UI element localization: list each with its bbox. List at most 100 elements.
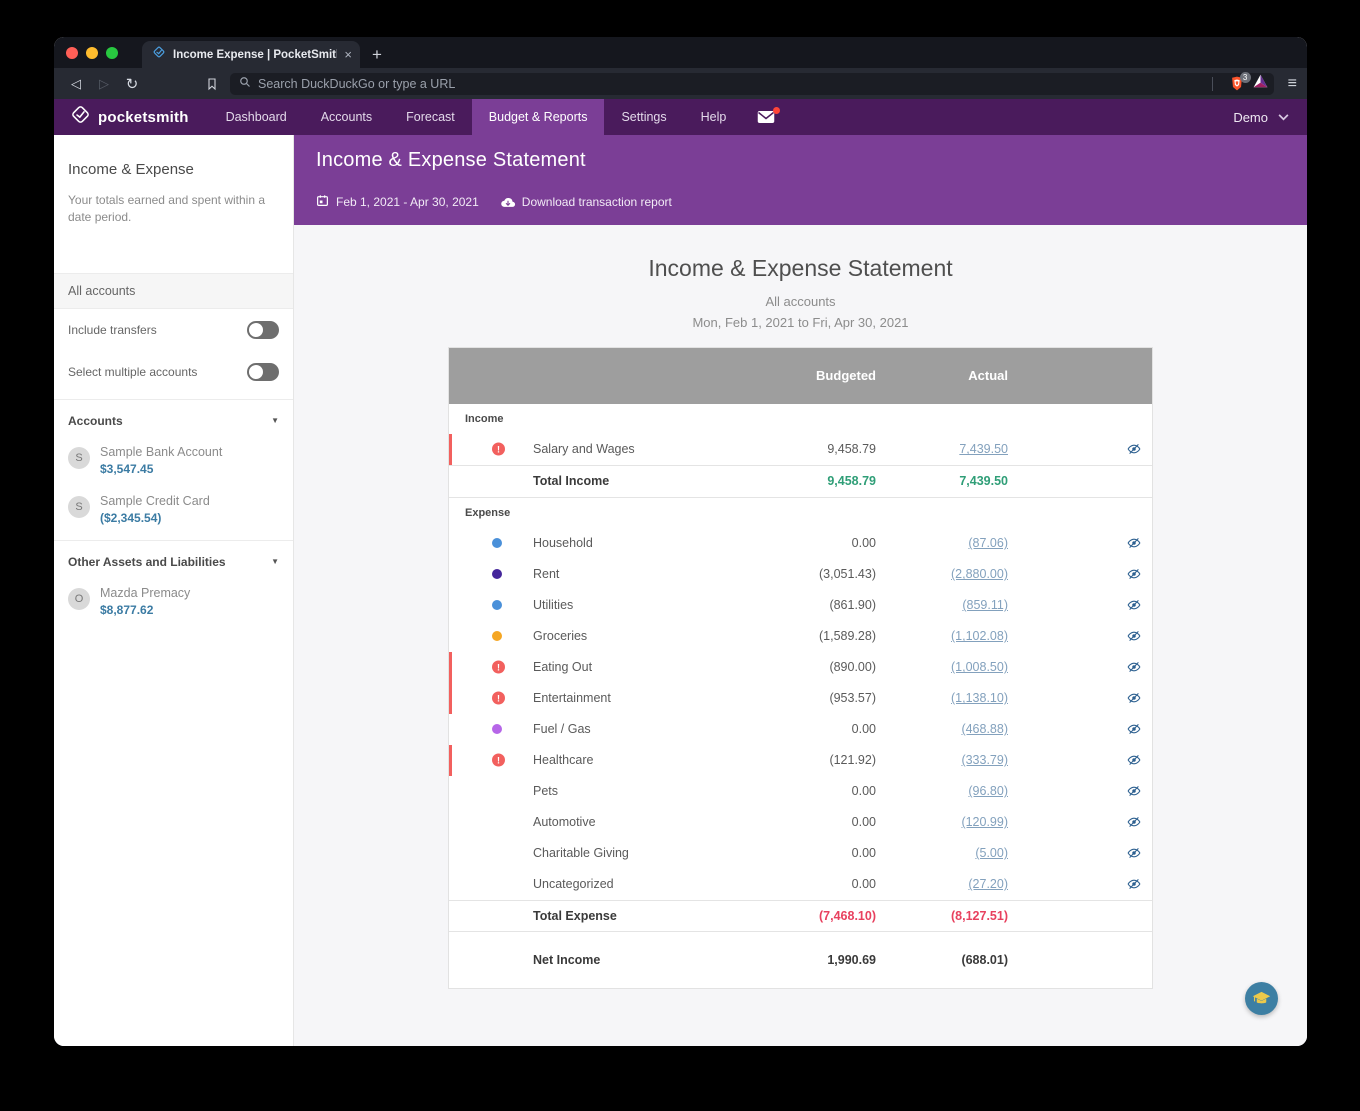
other-assets-section-title: Other Assets and Liabilities [68, 554, 226, 569]
actual-value-link[interactable]: (120.99) [961, 815, 1008, 830]
nav-item-dashboard[interactable]: Dashboard [225, 110, 287, 124]
sidebar-divider [54, 539, 293, 541]
nav-item-forecast[interactable]: Forecast [406, 110, 455, 124]
zoom-window-button[interactable] [106, 46, 118, 59]
actual-value-link[interactable]: (5.00) [975, 846, 1008, 861]
account-item-credit-card[interactable]: S Sample Credit Card ($2,345.54) [54, 485, 293, 534]
tab-close-icon[interactable]: × [344, 47, 352, 62]
budgeted-value: (953.57) [829, 691, 876, 706]
chevron-down-icon [1278, 113, 1289, 120]
actual-value-link[interactable]: (859.11) [962, 598, 1008, 613]
select-multiple-row: Select multiple accounts [54, 351, 293, 393]
hide-category-eye-icon[interactable] [1008, 846, 1152, 860]
close-window-button[interactable] [66, 46, 78, 59]
hide-category-eye-icon[interactable] [1008, 722, 1152, 736]
actual-value-link[interactable]: (27.20) [968, 877, 1008, 892]
date-range-picker[interactable]: Feb 1, 2021 - Apr 30, 2021 [336, 195, 479, 209]
category-name: Salary and Wages [533, 442, 635, 457]
inbox-button[interactable] [743, 99, 789, 135]
reload-icon[interactable]: ↻ [125, 75, 139, 93]
actual-value-link[interactable]: (96.80) [968, 784, 1008, 799]
account-item-mazda[interactable]: O Mazda Premacy $8,877.62 [54, 577, 293, 626]
brand-name: pocketsmith [98, 108, 189, 126]
browser-toolbar: ◁ ▷ ↻ Search DuckDuckGo or type a URL 3 … [54, 68, 1307, 99]
user-name: Demo [1233, 109, 1268, 125]
pocketsmith-brand[interactable]: pocketsmith [54, 99, 209, 135]
over-budget-alert-icon: ! [492, 660, 505, 674]
budgeted-value: (3,051.43) [819, 567, 876, 582]
brave-rewards-icon[interactable] [1253, 74, 1268, 93]
total-income-actual: 7,439.50 [959, 474, 1008, 489]
hide-category-eye-icon[interactable] [1008, 660, 1152, 674]
new-tab-button[interactable]: + [372, 45, 382, 64]
learn-help-button[interactable] [1245, 982, 1278, 1015]
category-name: Groceries [533, 629, 588, 644]
nav-item-settings[interactable]: Settings [621, 110, 667, 124]
url-separator [1211, 76, 1213, 91]
select-multiple-toggle[interactable] [247, 362, 279, 381]
brave-shield-icon[interactable]: 3 [1230, 72, 1251, 91]
table-row: Groceries (1,589.28) (1,102.08) [449, 621, 1152, 652]
download-report-link[interactable]: Download transaction report [500, 195, 672, 209]
back-icon[interactable]: ◁ [71, 75, 81, 91]
actual-value-link[interactable]: (333.79) [961, 753, 1008, 768]
forward-icon[interactable]: ▷ [99, 75, 109, 91]
actual-value-link[interactable]: (1,138.10) [951, 691, 1008, 706]
address-bar[interactable]: Search DuckDuckGo or type a URL 3 [230, 72, 1274, 95]
sidebar-divider [54, 398, 293, 400]
actual-value-link[interactable]: (2,880.00) [951, 567, 1008, 582]
budgeted-value: (890.00) [829, 660, 876, 675]
hide-category-eye-icon[interactable] [1008, 815, 1152, 829]
actual-value-link[interactable]: (468.88) [961, 722, 1008, 737]
budgeted-value: 0.00 [851, 846, 876, 861]
bookmark-icon[interactable] [206, 77, 218, 91]
browser-menu-icon[interactable]: ≡ [1287, 74, 1297, 92]
report-title: Income & Expense Statement [648, 255, 953, 281]
browser-tab[interactable]: Income Expense | PocketSmith × [142, 41, 360, 68]
other-assets-section-header[interactable]: Other Assets and Liabilities ▼ [54, 541, 293, 577]
category-dot-icon [492, 724, 502, 735]
nav-item-accounts[interactable]: Accounts [320, 110, 373, 124]
budgeted-value: 0.00 [851, 722, 876, 737]
table-row: Automotive 0.00 (120.99) [449, 807, 1152, 838]
column-actual: Actual [968, 368, 1008, 384]
budgeted-value: (1,589.28) [819, 629, 876, 644]
hide-category-eye-icon[interactable] [1008, 877, 1152, 891]
category-name: Entertainment [533, 691, 611, 706]
accounts-section-header[interactable]: Accounts ▼ [54, 400, 293, 436]
total-income-label: Total Income [533, 474, 610, 489]
account-item-bank[interactable]: S Sample Bank Account $3,547.45 [54, 436, 293, 485]
user-menu[interactable]: Demo [1215, 99, 1307, 135]
net-income-label: Net Income [533, 952, 601, 967]
all-accounts-selector[interactable]: All accounts [54, 272, 293, 309]
category-name: Utilities [533, 598, 574, 613]
hide-category-eye-icon[interactable] [1008, 753, 1152, 767]
hide-category-eye-icon[interactable] [1008, 536, 1152, 550]
tab-title: Income Expense | PocketSmith [173, 48, 338, 61]
actual-value-link[interactable]: (1,008.50) [951, 660, 1008, 675]
table-row: ! Salary and Wages 9,458.79 7,439.50 [449, 434, 1152, 466]
hide-category-eye-icon[interactable] [1008, 442, 1152, 456]
actual-value-link[interactable]: 7,439.50 [959, 442, 1008, 457]
minimize-window-button[interactable] [86, 46, 98, 59]
hide-category-eye-icon[interactable] [1008, 784, 1152, 798]
hide-category-eye-icon[interactable] [1008, 629, 1152, 643]
total-income-row: Total Income 9,458.79 7,439.50 [449, 466, 1152, 498]
category-name: Fuel / Gas [533, 722, 591, 737]
cloud-download-icon [501, 197, 515, 207]
hide-category-eye-icon[interactable] [1008, 598, 1152, 612]
actual-value-link[interactable]: (1,102.08) [951, 629, 1008, 644]
table-row: Fuel / Gas 0.00 (468.88) [449, 714, 1152, 745]
include-transfers-toggle[interactable] [247, 320, 279, 339]
nav-item-budget-reports[interactable]: Budget & Reports [471, 99, 605, 135]
account-name: Mazda Premacy [100, 585, 191, 600]
nav-item-help[interactable]: Help [700, 110, 727, 124]
actual-value-link[interactable]: (87.06) [968, 536, 1008, 551]
account-balance: $3,547.45 [100, 461, 154, 476]
search-icon [239, 75, 251, 93]
hide-category-eye-icon[interactable] [1008, 567, 1152, 581]
total-income-budgeted: 9,458.79 [827, 474, 876, 489]
budgeted-value: 9,458.79 [827, 442, 876, 457]
report-content: Income & Expense Statement All accounts … [294, 225, 1307, 1046]
hide-category-eye-icon[interactable] [1008, 691, 1152, 705]
